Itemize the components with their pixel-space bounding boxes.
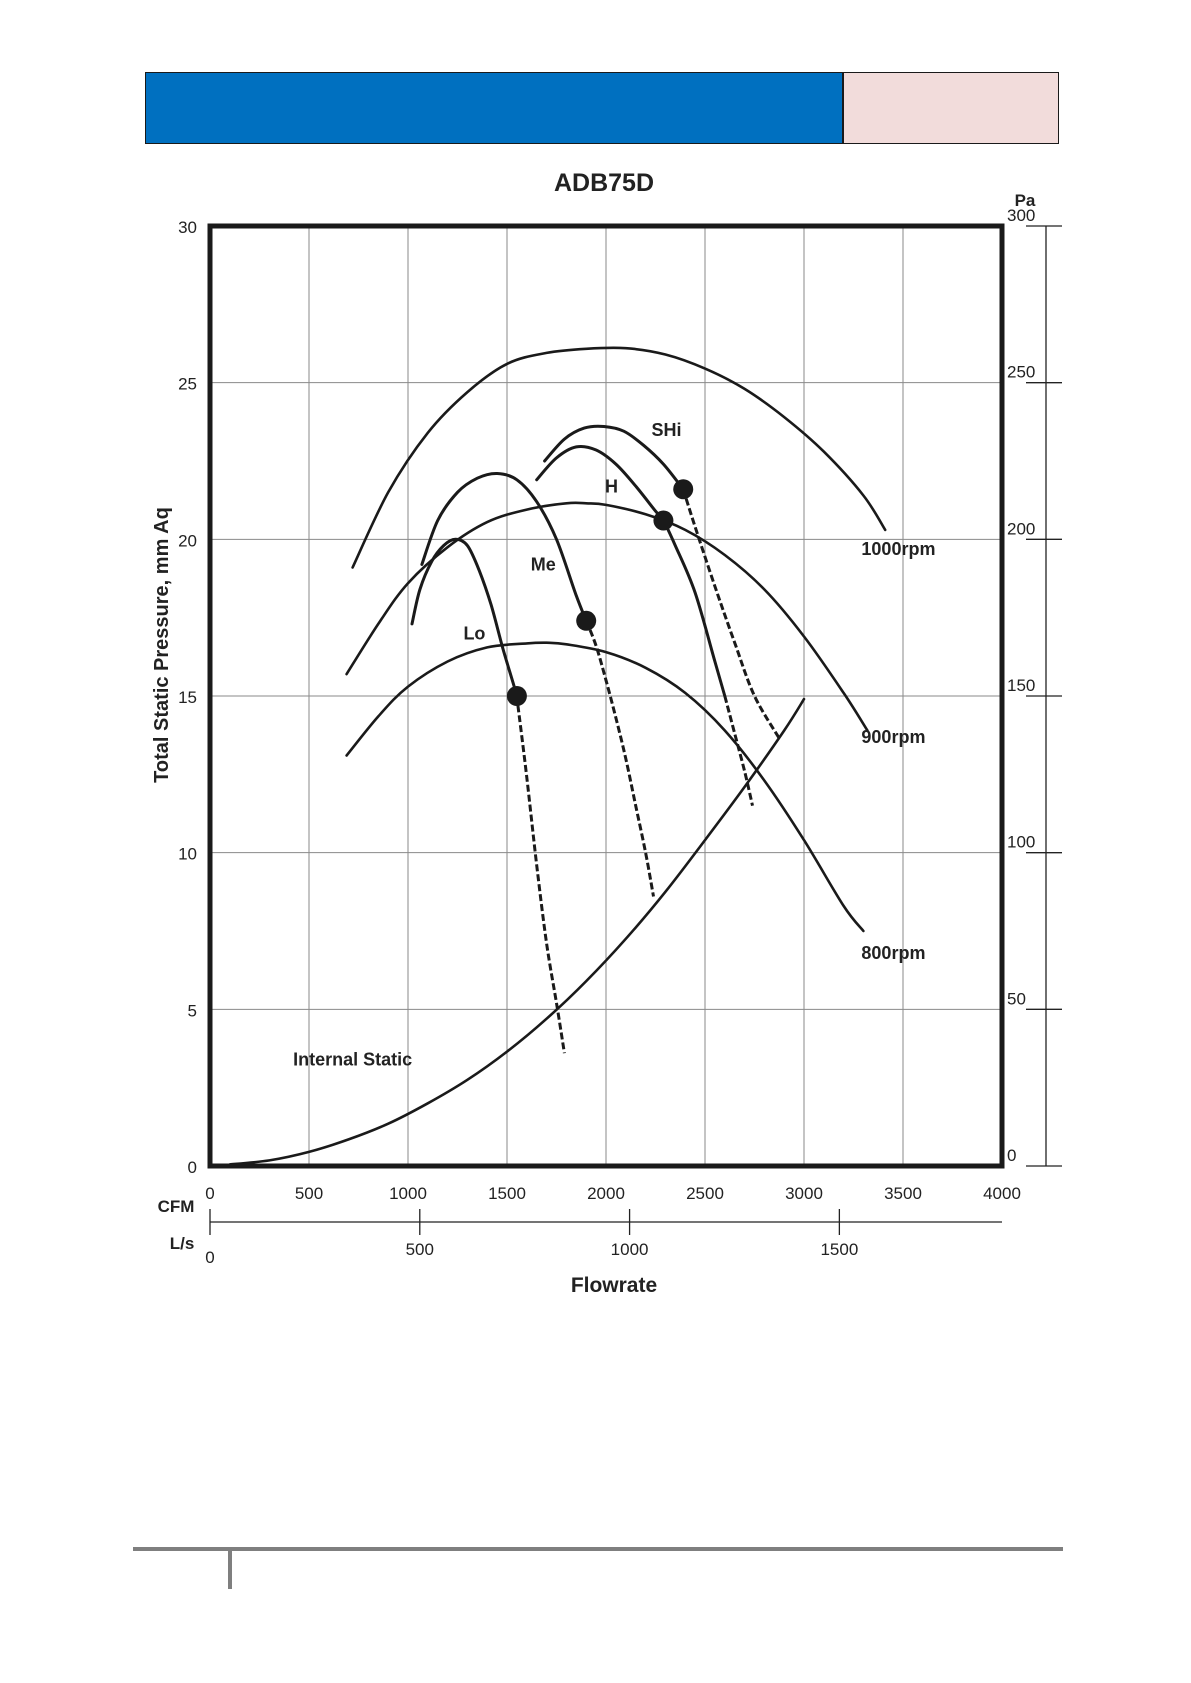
plot-frame bbox=[207, 223, 1005, 1169]
y2-tick-label: 50 bbox=[1007, 989, 1026, 1008]
x-tick-label: 0 bbox=[205, 1184, 214, 1203]
chart-title: ADB75D bbox=[554, 169, 654, 197]
x-tick-label: 2000 bbox=[587, 1184, 625, 1203]
fan-curve-h-dashed bbox=[723, 695, 754, 807]
x-axis-label: Flowrate bbox=[571, 1274, 657, 1297]
left-axis-ticks: 0 5 10 15 20 25 30 bbox=[178, 218, 197, 1177]
curve-label-1000rpm: 1000rpm bbox=[861, 539, 935, 559]
y-tick-label: 0 bbox=[188, 1158, 197, 1177]
y-tick-label: 30 bbox=[178, 218, 197, 237]
ls-tick-label: 1000 bbox=[611, 1240, 649, 1259]
y-tick-label: 20 bbox=[178, 531, 197, 550]
fan-curve-me bbox=[420, 471, 588, 623]
ls-axis-label: L/s bbox=[170, 1234, 195, 1253]
y-tick-label: 25 bbox=[178, 375, 197, 394]
fan-curve-me-dashed bbox=[584, 620, 655, 897]
curve-label-900rpm: 900rpm bbox=[861, 727, 925, 747]
cfm-axis-label: CFM bbox=[158, 1197, 195, 1216]
y2-axis-label: Pa bbox=[1015, 191, 1036, 210]
fan-curve-h bbox=[535, 444, 727, 698]
y-tick-label: 10 bbox=[178, 845, 197, 864]
y2-tick-label: 0 bbox=[1007, 1146, 1016, 1165]
fan-curve-shi bbox=[543, 424, 685, 491]
curves bbox=[228, 346, 887, 1166]
operating-point-lo bbox=[506, 686, 527, 706]
fan-curve-shi-dashed bbox=[681, 488, 782, 741]
grid bbox=[210, 226, 1002, 1166]
curve-labels: 1000rpm 900rpm 800rpm Internal Static Lo Me H S… bbox=[293, 420, 935, 1070]
operating-point-h bbox=[653, 510, 674, 531]
y-tick-label: 5 bbox=[188, 1001, 197, 1020]
operating-point-shi bbox=[673, 479, 694, 500]
curve-label-internal-static: Internal Static bbox=[293, 1050, 412, 1070]
y2-tick-label: 200 bbox=[1007, 519, 1035, 538]
x-tick-label: 2500 bbox=[686, 1184, 724, 1203]
ls-tick-label: 500 bbox=[406, 1240, 434, 1259]
ls-tick-label: 1500 bbox=[820, 1240, 858, 1259]
footer-tick bbox=[228, 1549, 232, 1589]
fan-curve-lo bbox=[410, 537, 520, 707]
operating-point-me bbox=[576, 610, 597, 631]
curve-1000rpm bbox=[351, 346, 887, 569]
curve-label-shi: SHi bbox=[652, 420, 682, 440]
y-tick-label: 15 bbox=[178, 688, 197, 707]
curve-800rpm bbox=[345, 641, 865, 933]
header-bar bbox=[145, 72, 843, 144]
curve-label-800rpm: 800rpm bbox=[861, 943, 925, 963]
x-tick-label: 3500 bbox=[884, 1184, 922, 1203]
curve-900rpm bbox=[345, 501, 869, 732]
y2-tick-label: 250 bbox=[1007, 363, 1035, 382]
curve-label-lo: Lo bbox=[463, 624, 485, 644]
x-tick-label: 3000 bbox=[785, 1184, 823, 1203]
x-tick-label: 1500 bbox=[488, 1184, 526, 1203]
y2-tick-label: 300 bbox=[1007, 206, 1035, 225]
ls-tick-label: 0 bbox=[205, 1248, 214, 1267]
footer-rule bbox=[133, 1547, 1063, 1551]
x-tick-label: 4000 bbox=[983, 1184, 1021, 1203]
right-axis-pa: 0 50 100 150 200 250 300 bbox=[1007, 206, 1062, 1167]
bottom-axis: 0 500 1000 1500 2000 2500 3000 3500 4000 0 500 1000… bbox=[205, 1184, 1021, 1267]
curve-internal-static bbox=[228, 697, 806, 1166]
header-box bbox=[843, 72, 1059, 144]
fan-curve-lo-dashed bbox=[516, 705, 566, 1054]
x-tick-label: 500 bbox=[295, 1184, 323, 1203]
curve-label-h: H bbox=[605, 476, 618, 496]
y-axis-label: Total Static Pressure, mm Aq bbox=[151, 507, 173, 783]
y2-tick-label: 100 bbox=[1007, 833, 1035, 852]
y2-tick-label: 150 bbox=[1007, 676, 1035, 695]
curve-label-me: Me bbox=[531, 555, 556, 575]
x-tick-label: 1000 bbox=[389, 1184, 427, 1203]
